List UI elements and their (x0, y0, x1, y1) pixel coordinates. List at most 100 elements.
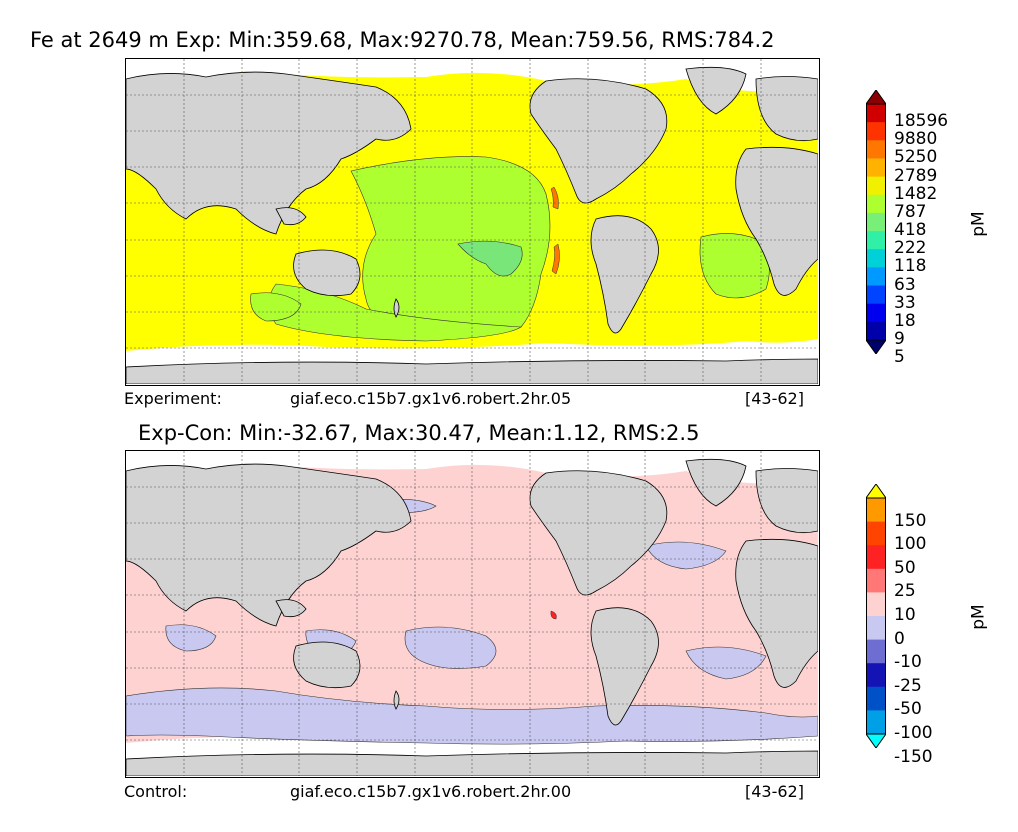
bottom-colorbar-segment (866, 616, 886, 641)
top-colorbar-segment (866, 176, 886, 196)
top-colorbar-tick-label: 5 (894, 347, 905, 368)
indian-mid-region (250, 292, 302, 322)
top-colorbar-segment (866, 321, 886, 341)
land-asia-europe (126, 463, 412, 627)
ridge-orange (551, 243, 560, 275)
top-colorbar-segment (866, 122, 886, 141)
graticule (126, 59, 818, 384)
top-colorbar-svg (865, 89, 887, 355)
top-colorbar-segment (866, 285, 886, 305)
top-colorbar-tick-label: 18596 (894, 111, 949, 132)
top-colorbar (865, 89, 887, 355)
bottom-colorbar-segment (866, 663, 886, 688)
top-colorbar-tick-label: 1482 (894, 183, 938, 204)
land-europe-east (755, 468, 818, 534)
neg-indian (165, 624, 217, 652)
top-map-title: Fe at 2649 m Exp: Min:359.68, Max:9270.7… (30, 28, 775, 52)
land-new-zealand (393, 690, 400, 710)
land-asia-europe (126, 71, 412, 235)
top-colorbar-tick-label: 9 (894, 329, 905, 349)
bottom-colorbar-tick-label: -50 (894, 699, 922, 720)
bottom-colorbar-tick-label: 0 (894, 628, 905, 649)
bottom-colorbar-tick-label: -100 (894, 723, 933, 743)
top-colorbar-tick-label: 418 (894, 220, 927, 241)
top-colorbar-tick-label: 33 (894, 292, 916, 313)
south-pacific-mid (268, 283, 522, 342)
top-colorbar-extend-min (865, 339, 887, 355)
bottom-footer-run: giaf.eco.c15b7.gx1v6.robert.2hr.00 (290, 782, 572, 801)
bottom-colorbar-tick-label: 25 (894, 581, 916, 602)
top-footer-label: Experiment: (124, 389, 222, 408)
top-colorbar-segment (866, 104, 886, 123)
land-australia (293, 249, 361, 297)
pos-spot (550, 610, 557, 620)
land-africa (735, 538, 818, 688)
bottom-colorbar-tick-label: 100 (894, 534, 927, 555)
bottom-colorbar-tick-label: 10 (894, 605, 916, 625)
neg-south-pacific (404, 626, 497, 669)
top-colorbar-tick-label: 787 (894, 201, 927, 222)
graticule (126, 451, 818, 776)
land-europe-east (755, 76, 818, 142)
bottom-colorbar-segment (866, 592, 886, 617)
top-colorbar-tick-label: 18 (894, 310, 916, 331)
bottom-map (125, 450, 820, 778)
top-colorbar-frame (866, 103, 886, 341)
top-colorbar-segment (866, 212, 886, 232)
land-south-america (590, 215, 659, 334)
land-indonesia (275, 207, 307, 226)
land-africa (735, 146, 818, 296)
bottom-colorbar-extend-min (865, 733, 887, 749)
bottom-colorbar-segment (866, 545, 886, 570)
land-indonesia (275, 599, 307, 618)
bottom-colorbar-segment (866, 639, 886, 664)
top-colorbar-segment (866, 158, 886, 178)
top-colorbar-extend-max (865, 89, 887, 105)
bottom-colorbar-segment (866, 710, 886, 735)
top-map (125, 58, 820, 386)
pacific-low-region (457, 240, 523, 277)
top-footer-run: giaf.eco.c15b7.gx1v6.robert.2hr.05 (290, 389, 572, 408)
top-colorbar-segment (866, 267, 886, 287)
top-unit-label: pM (968, 211, 989, 237)
top-footer-years: [43-62] (745, 389, 804, 408)
land-greenland (685, 66, 747, 115)
top-colorbar-segment (866, 249, 886, 268)
land-masses (126, 458, 818, 776)
bottom-map-plot (126, 451, 818, 776)
land-south-america (590, 607, 659, 726)
bottom-colorbar-tick-label: -10 (894, 652, 922, 673)
bottom-unit-label: pM (968, 604, 989, 630)
land-new-zealand (393, 298, 400, 318)
land-greenland (685, 458, 747, 507)
bottom-colorbar-segment (866, 521, 886, 546)
pacific-mid-region (350, 156, 551, 332)
top-colorbar-tick-label: 5250 (894, 147, 938, 168)
bottom-colorbar-frame (866, 497, 886, 735)
land-australia (293, 641, 361, 689)
ridge-orange-2 (550, 186, 559, 210)
top-colorbar-tick-label: 2789 (894, 165, 938, 186)
bottom-colorbar-segment (866, 686, 886, 711)
bottom-colorbar (865, 483, 887, 749)
bottom-colorbar-tick-label: 150 (894, 510, 927, 531)
neg-atlantic (645, 541, 727, 570)
bottom-map-title: Exp-Con: Min:-32.67, Max:30.47, Mean:1.1… (138, 421, 700, 445)
bottom-colorbar-tick-label: -25 (894, 675, 922, 696)
land-north-america (529, 78, 668, 204)
top-colorbar-tick-label: 63 (894, 274, 916, 295)
bottom-footer-label: Control: (124, 782, 188, 801)
bottom-colorbar-extend-max (865, 483, 887, 499)
top-colorbar-segment (866, 231, 886, 250)
bottom-colorbar-segment (866, 568, 886, 593)
neg-south-atlantic (685, 646, 767, 680)
land-north-america (529, 470, 668, 596)
bottom-colorbar-tick-label: 50 (894, 557, 916, 578)
atlantic-mid-region (699, 233, 770, 299)
top-colorbar-segment (866, 140, 886, 159)
bottom-colorbar-segment (866, 498, 886, 523)
top-colorbar-segment (866, 303, 886, 323)
top-colorbar-tick-label: 118 (894, 256, 927, 277)
top-map-plot (126, 59, 818, 384)
bottom-footer-years: [43-62] (745, 782, 804, 801)
